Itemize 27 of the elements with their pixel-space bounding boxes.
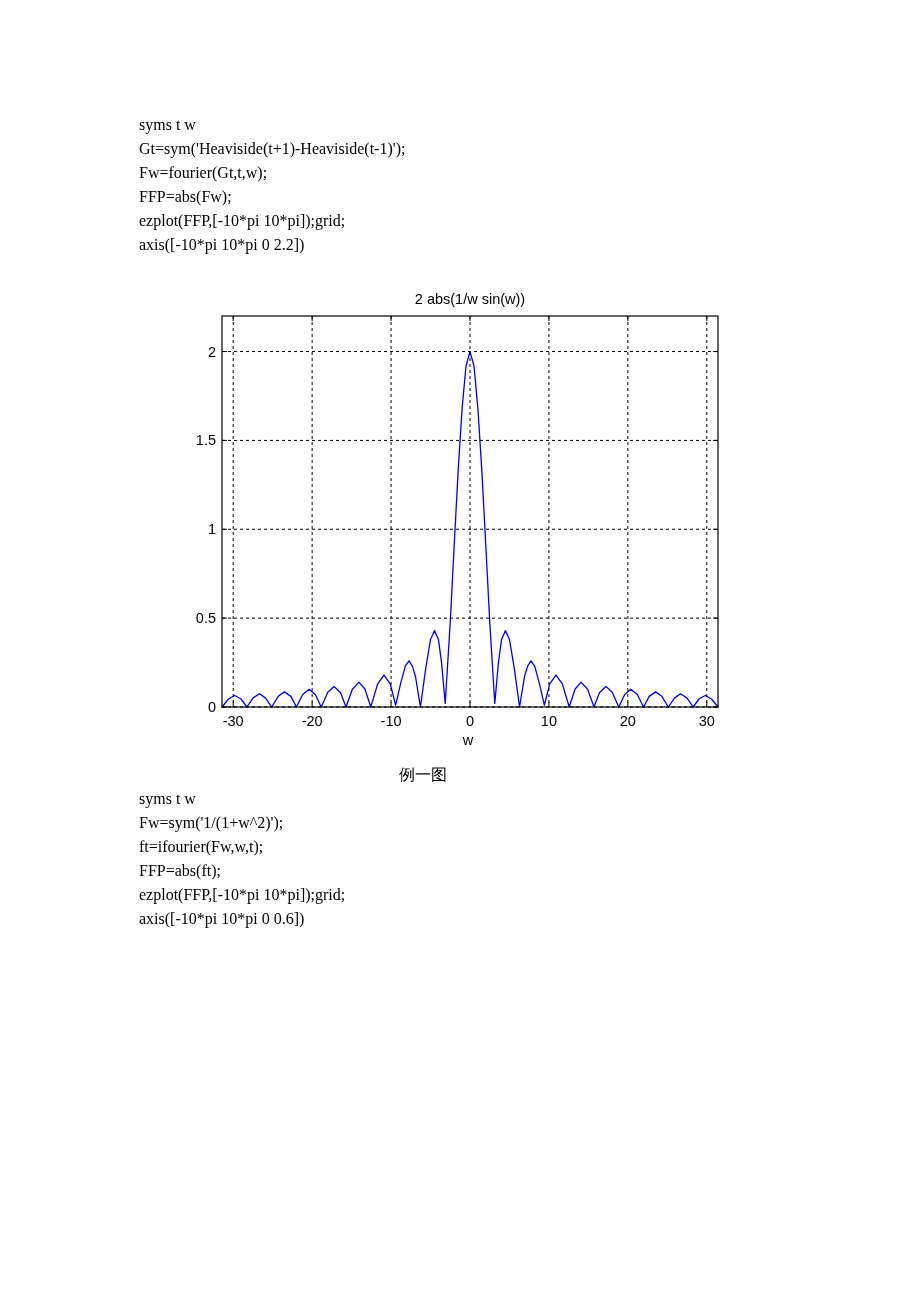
annotation: syms t w — [139, 116, 196, 133]
xlabel: w — [462, 732, 474, 748]
title: 2 abs(1/w sin(w)) — [414, 291, 526, 307]
ytick-label: 1.5 — [195, 432, 216, 449]
annotation: ezplot(FFP,[-10*pi 10*pi]);grid; — [139, 886, 346, 903]
annotation: FFP=abs(ft); — [139, 862, 221, 879]
annotation: 例一图 — [399, 766, 447, 783]
xtick-label: -20 — [301, 713, 323, 729]
annotation: FFP=abs(Fw); — [139, 188, 232, 205]
xtick-label: 30 — [698, 713, 715, 729]
annotation: Fw=fourier(Gt,t,w); — [139, 164, 268, 181]
ytick-label: 0.5 — [195, 610, 216, 627]
ytick-label: 2 — [207, 343, 216, 360]
annotation: axis([-10*pi 10*pi 0 2.2]) — [139, 236, 305, 253]
ytick-label: 0 — [207, 699, 216, 715]
ytick-label: 1 — [207, 521, 216, 538]
xtick-label: 10 — [540, 713, 557, 729]
annotation: ezplot(FFP,[-10*pi 10*pi]);grid; — [139, 212, 346, 229]
annotation: Gt=sym('Heaviside(t+1)-Heaviside(t-1)'); — [139, 140, 406, 157]
annotation: ft=ifourier(Fw,w,t); — [139, 838, 264, 855]
annotation: axis([-10*pi 10*pi 0 0.6]) — [139, 910, 305, 927]
xtick-label: -10 — [380, 713, 402, 729]
xtick-label: 0 — [465, 713, 475, 729]
xtick-label: 20 — [619, 713, 636, 729]
annotation: Fw=sym('1/(1+w^2)'); — [139, 814, 284, 831]
annotation: syms t w — [139, 790, 196, 807]
xtick-label: -30 — [222, 713, 244, 729]
